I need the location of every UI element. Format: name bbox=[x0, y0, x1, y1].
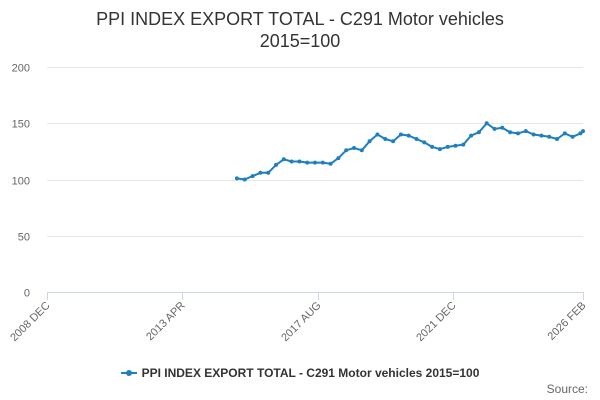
data-point bbox=[492, 126, 497, 131]
data-point bbox=[476, 130, 481, 135]
data-point bbox=[453, 143, 458, 148]
y-tick-labels: 0 50 100 150 200 bbox=[12, 63, 30, 300]
axes bbox=[47, 292, 584, 300]
data-point bbox=[422, 140, 427, 145]
data-point bbox=[555, 137, 559, 141]
x-tick-label: 2013 APR bbox=[144, 300, 188, 344]
data-point bbox=[281, 157, 286, 162]
chart-title-line-2: 2015=100 bbox=[259, 31, 341, 51]
source-credit[interactable]: Source: bbox=[546, 382, 588, 396]
data-point bbox=[352, 146, 356, 150]
data-point bbox=[250, 174, 255, 179]
x-tick-labels: 2008 DEC 2013 APR 2017 AUG 2021 DEC 2026 FEB bbox=[8, 300, 588, 344]
data-point bbox=[367, 139, 372, 144]
x-tick-label: 2021 DEC bbox=[414, 300, 458, 344]
y-tick-label: 200 bbox=[12, 63, 30, 75]
data-point bbox=[266, 170, 271, 175]
data-point bbox=[375, 132, 380, 137]
data-point bbox=[398, 132, 403, 137]
x-tick-label: 2026 FEB bbox=[546, 300, 589, 343]
gridlines bbox=[47, 67, 583, 237]
chart-title: PPI INDEX EXPORT TOTAL - C291 Motor vehi… bbox=[0, 8, 600, 52]
data-point bbox=[258, 170, 263, 175]
y-tick-label: 100 bbox=[12, 176, 30, 188]
data-point bbox=[539, 133, 544, 138]
data-point bbox=[547, 134, 552, 139]
x-tick-label: 2017 AUG bbox=[279, 300, 323, 344]
data-point bbox=[344, 148, 349, 153]
data-point bbox=[581, 129, 585, 134]
data-point bbox=[313, 160, 317, 165]
data-point bbox=[359, 148, 364, 153]
legend-dot bbox=[125, 370, 132, 376]
data-point bbox=[430, 144, 435, 149]
data-point bbox=[289, 159, 294, 164]
series-line bbox=[235, 122, 584, 181]
legend-marker-icon bbox=[120, 368, 137, 378]
data-point bbox=[274, 162, 278, 167]
legend[interactable]: PPI INDEX EXPORT TOTAL - C291 Motor vehi… bbox=[0, 366, 600, 381]
data-point bbox=[500, 125, 505, 130]
legend-item[interactable]: PPI INDEX EXPORT TOTAL - C291 Motor vehi… bbox=[120, 366, 480, 380]
data-point bbox=[508, 130, 513, 135]
data-point bbox=[578, 131, 583, 136]
data-point bbox=[234, 176, 239, 181]
data-point bbox=[391, 139, 396, 144]
data-point bbox=[562, 131, 567, 136]
data-point bbox=[516, 131, 520, 136]
data-point bbox=[242, 177, 247, 182]
data-point bbox=[469, 133, 474, 138]
data-point bbox=[445, 144, 450, 149]
x-tick-label: 2008 DEC bbox=[8, 300, 52, 344]
y-tick-label: 50 bbox=[18, 232, 30, 244]
data-point bbox=[484, 121, 489, 126]
chart-title-line-1: PPI INDEX EXPORT TOTAL - C291 Motor vehi… bbox=[96, 9, 504, 29]
data-point bbox=[523, 129, 528, 134]
legend-label: PPI INDEX EXPORT TOTAL - C291 Motor vehi… bbox=[141, 366, 480, 380]
data-point bbox=[305, 160, 310, 165]
data-point bbox=[406, 133, 411, 138]
data-point bbox=[383, 137, 388, 141]
data-point bbox=[297, 159, 302, 164]
y-tick-label: 150 bbox=[12, 119, 30, 131]
data-point bbox=[437, 147, 442, 152]
series-group bbox=[234, 121, 585, 182]
data-point bbox=[570, 134, 575, 139]
data-point bbox=[336, 156, 341, 161]
data-point bbox=[461, 142, 466, 147]
data-point bbox=[531, 132, 536, 137]
data-point bbox=[320, 160, 325, 165]
y-tick-label: 0 bbox=[24, 288, 30, 300]
data-point bbox=[414, 137, 419, 141]
data-point bbox=[328, 161, 333, 166]
